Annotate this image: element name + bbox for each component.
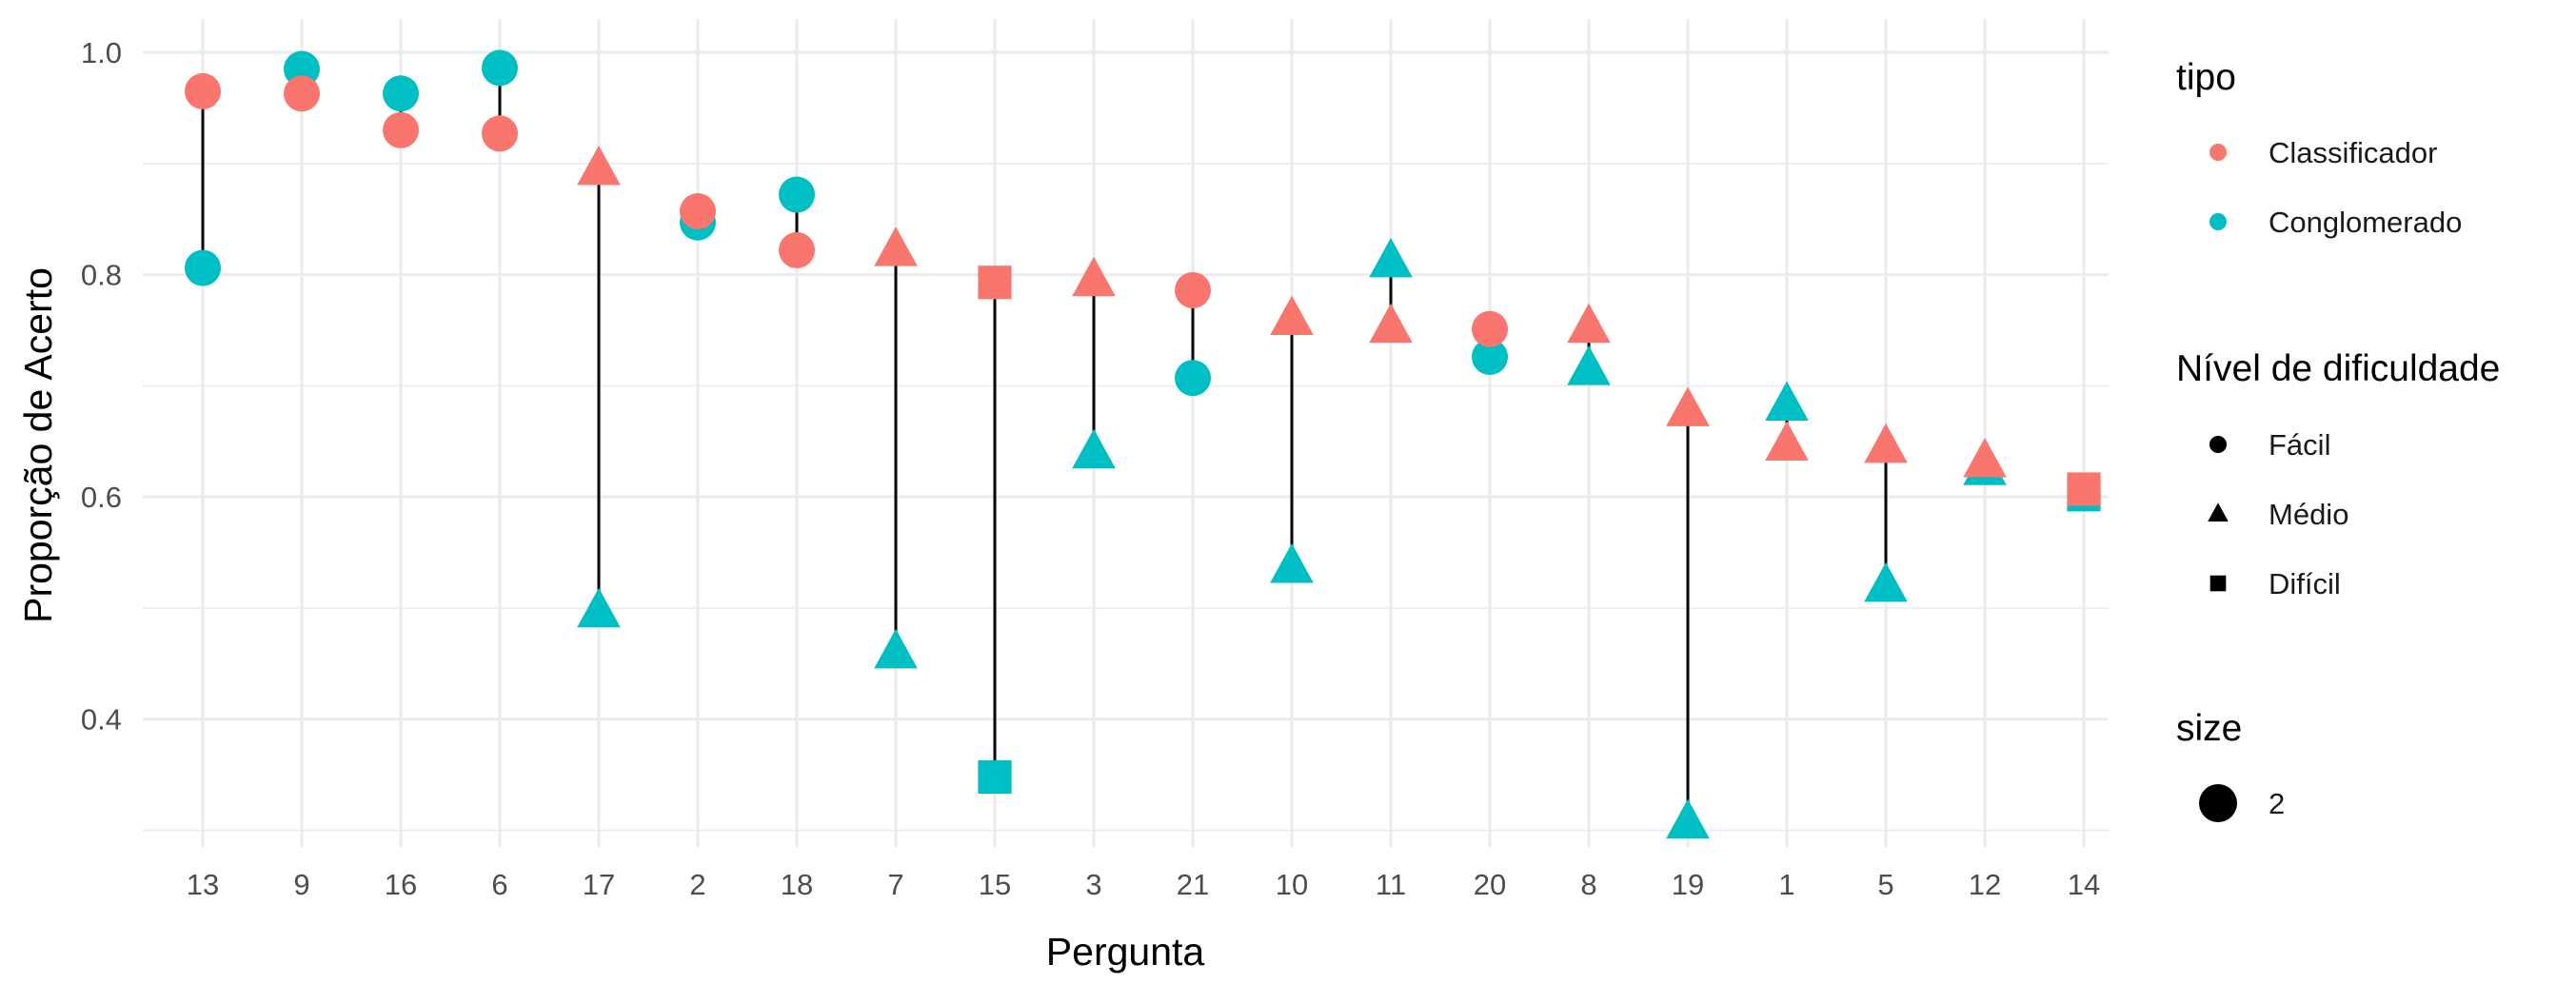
x-tick-label: 13 [187, 868, 219, 901]
point-conglomerado-11 [1369, 237, 1413, 278]
x-tick-label: 8 [1580, 868, 1596, 901]
x-tick-label: 1 [1778, 868, 1794, 901]
x-tick-label: 17 [583, 868, 615, 901]
point-classificador-16 [383, 111, 419, 148]
point-conglomerado-6 [482, 49, 518, 87]
x-axis-tick-labels: 13 9 16 6 17 2 18 7 15 3 21 10 11 20 8 19 1 5 12 14 [187, 868, 2100, 901]
legend-size-title: size [2176, 708, 2242, 749]
point-conglomerado-17 [577, 587, 621, 628]
legend-label-circle: Fácil [2269, 428, 2330, 462]
point-classificador-21 [1175, 271, 1211, 308]
point-classificador-8 [1567, 303, 1611, 344]
y-tick-label: 0.6 [81, 481, 122, 514]
point-classificador-5 [1864, 423, 1908, 463]
point-classificador-11 [1369, 303, 1413, 344]
x-tick-label: 21 [1177, 868, 1209, 901]
legend-key-square [2209, 575, 2227, 592]
legend-key-size [2199, 784, 2237, 822]
legend-key-classificador [2209, 144, 2227, 161]
y-axis-title: Proporção de Acerto [16, 267, 60, 623]
x-tick-label: 3 [1085, 868, 1101, 901]
data-points [185, 49, 2101, 839]
x-tick-label: 11 [1376, 868, 1406, 901]
point-conglomerado-10 [1270, 542, 1314, 583]
point-conglomerado-20 [1472, 339, 1508, 376]
x-tick-label: 5 [1877, 868, 1893, 901]
point-conglomerado-15 [978, 759, 1012, 795]
x-tick-label: 18 [781, 868, 813, 901]
point-classificador-6 [482, 115, 518, 152]
point-classificador-1 [1765, 421, 1809, 462]
plot-panel [143, 19, 2109, 847]
y-tick-label: 0.4 [81, 703, 122, 737]
x-tick-label: 9 [293, 868, 309, 901]
y-axis-tick-labels: 0.4 0.6 0.8 1.0 [81, 36, 122, 737]
legend-shape-title: Nível de dificuldade [2176, 348, 2500, 389]
point-classificador-7 [874, 226, 918, 266]
point-conglomerado-16 [383, 75, 419, 112]
point-classificador-14 [2067, 472, 2101, 506]
point-conglomerado-3 [1072, 428, 1116, 469]
point-conglomerado-5 [1864, 561, 1908, 602]
point-classificador-17 [577, 145, 621, 186]
legend-shape-items: Fácil Médio Difícil [2208, 428, 2348, 600]
point-classificador-12 [1963, 438, 2007, 478]
legend-size-items: 2 [2199, 784, 2285, 822]
point-classificador-9 [284, 75, 320, 112]
point-conglomerado-7 [874, 628, 918, 669]
point-classificador-2 [680, 193, 716, 230]
x-tick-label: 15 [979, 868, 1011, 901]
legend-key-circle [2209, 436, 2227, 453]
point-conglomerado-13 [185, 249, 221, 286]
y-tick-label: 0.8 [81, 259, 122, 292]
legend-key-conglomerado [2209, 213, 2227, 230]
legend-label-triangle: Médio [2269, 498, 2348, 531]
x-tick-label: 12 [1969, 868, 2001, 901]
series-classificador [185, 72, 2101, 506]
legend-color-items: Classificador Conglomerado [2209, 136, 2462, 239]
x-axis-title: Pergunta [1046, 930, 1205, 974]
point-classificador-13 [185, 72, 221, 109]
point-classificador-19 [1666, 386, 1710, 426]
point-classificador-15 [978, 266, 1012, 300]
x-tick-label: 10 [1276, 868, 1308, 901]
point-conglomerado-18 [779, 176, 815, 213]
x-tick-label: 16 [385, 868, 417, 901]
x-tick-label: 7 [887, 868, 903, 901]
x-tick-label: 14 [2068, 868, 2100, 901]
x-tick-label: 6 [491, 868, 507, 901]
y-tick-label: 1.0 [81, 36, 122, 69]
x-tick-label: 19 [1672, 868, 1704, 901]
x-tick-label: 20 [1474, 868, 1506, 901]
legend-label-classificador: Classificador [2269, 136, 2437, 169]
x-tick-label: 2 [689, 868, 705, 901]
point-classificador-18 [779, 231, 815, 268]
point-conglomerado-1 [1765, 381, 1809, 421]
point-classificador-10 [1270, 295, 1314, 336]
legend-key-triangle [2208, 502, 2229, 522]
legend-label-conglomerado: Conglomerado [2269, 206, 2462, 239]
point-classificador-20 [1472, 310, 1508, 347]
connecting-segments [201, 68, 2086, 823]
legend-color-title: tipo [2176, 57, 2236, 98]
point-conglomerado-21 [1175, 360, 1211, 397]
legend: tipo Classificador Conglomerado Nível de … [2176, 57, 2500, 822]
legend-label-square: Difícil [2269, 567, 2341, 600]
point-conglomerado-8 [1567, 345, 1611, 385]
point-conglomerado-19 [1666, 798, 1710, 839]
legend-label-size: 2 [2269, 787, 2285, 820]
point-classificador-3 [1072, 256, 1116, 297]
